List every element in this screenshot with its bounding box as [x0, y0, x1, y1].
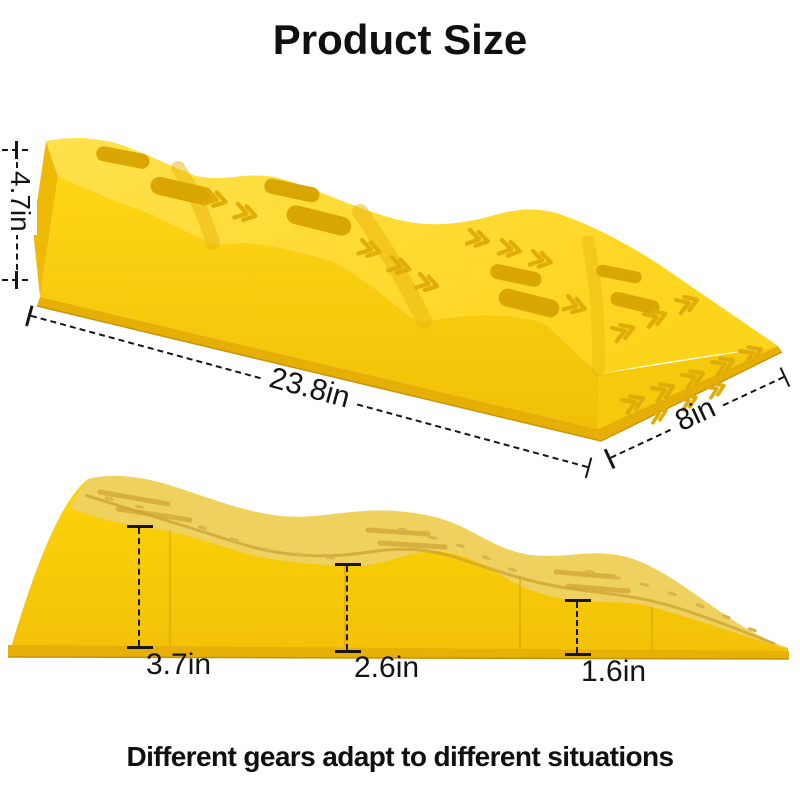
leveler-side-profile-illustration: [7, 475, 790, 660]
step1-bottom-tick: [127, 646, 153, 649]
leveler-side-tread-marks: [104, 496, 757, 633]
step3-bottom-tick: [565, 653, 591, 656]
leveler-3d-handle-slots: [96, 146, 660, 318]
step1-dashed-line: [138, 528, 140, 646]
step2-bottom-tick: [335, 650, 361, 653]
step1-height-label: 3.7in: [146, 648, 212, 681]
step3-height-label: 1.6in: [581, 655, 647, 688]
height-dimension-label: 4.7in: [3, 168, 37, 235]
page-title: Product Size: [272, 16, 528, 63]
step2-dashed-line: [346, 566, 348, 650]
leveler-side-body: [7, 475, 790, 660]
leveler-side-seams: [169, 530, 653, 652]
height-dim-top-dash: [2, 149, 28, 151]
step1-top-tick: [127, 525, 153, 528]
height-dim-bottom-tick: [15, 271, 18, 289]
leveler-perspective-illustration: [33, 137, 783, 442]
leveler-3d-body: [33, 137, 783, 442]
step3-dashed-line: [576, 602, 578, 653]
step3-top-tick: [565, 599, 591, 602]
figure-caption: Different gears adapt to different situa…: [126, 741, 674, 772]
step2-top-tick: [335, 563, 361, 566]
step2-height-label: 2.6in: [354, 651, 420, 684]
leveler-side-slots: [97, 489, 631, 594]
